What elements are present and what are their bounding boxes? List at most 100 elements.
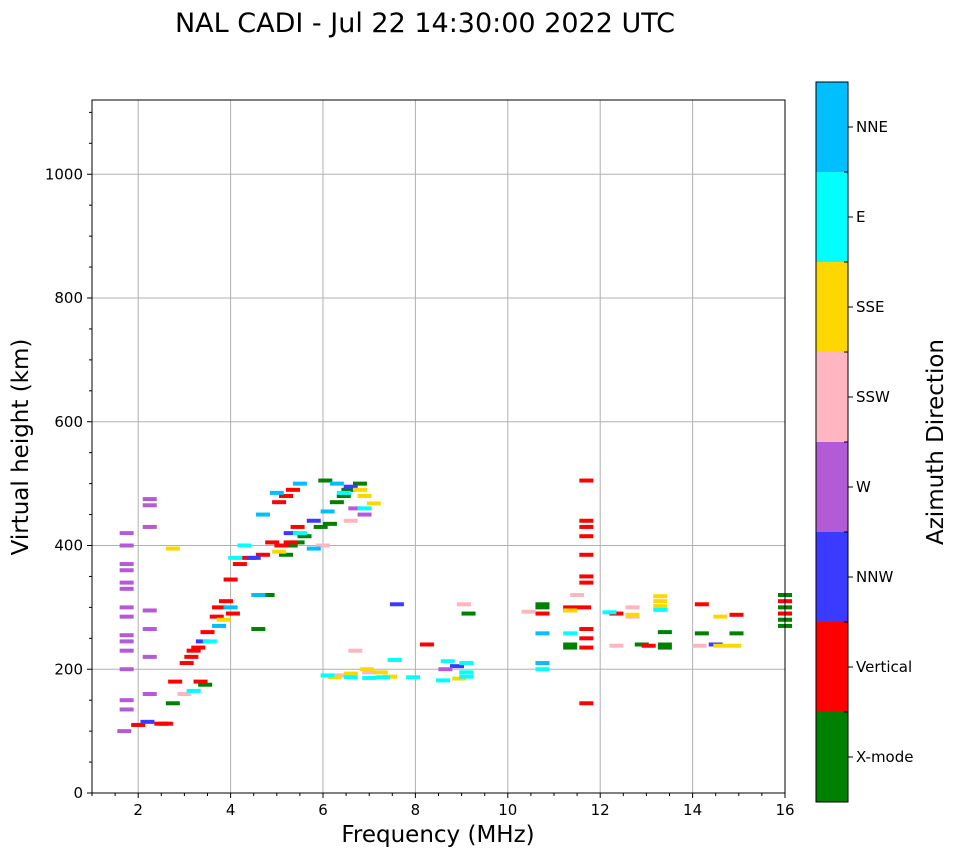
data-point: [535, 611, 550, 616]
data-point: [579, 645, 594, 650]
data-point: [406, 675, 421, 680]
data-point: [577, 605, 592, 610]
y-tick-label: 800: [54, 289, 83, 307]
data-point: [142, 654, 157, 659]
colorbar-tick-label: SSW: [856, 388, 890, 406]
x-tick-label: 12: [591, 801, 610, 819]
data-point: [579, 524, 594, 529]
data-point: [579, 534, 594, 539]
y-axis: 0 200 400 600 800 1000: [45, 111, 92, 802]
x-tick-label: 10: [498, 801, 517, 819]
data-point: [625, 605, 640, 610]
data-point: [320, 673, 335, 678]
data-point: [694, 631, 709, 636]
data-point: [579, 701, 594, 706]
data-point: [119, 531, 134, 536]
data-point: [283, 531, 298, 536]
data-point: [579, 627, 594, 632]
colorbar-tick-label: W: [856, 478, 871, 496]
data-point: [357, 494, 372, 498]
data-point: [341, 487, 356, 492]
data-point: [165, 546, 180, 551]
x-tick-label: 2: [133, 801, 143, 819]
data-point: [657, 645, 672, 650]
data-point: [653, 594, 668, 599]
data-point: [579, 478, 594, 483]
data-point: [343, 671, 358, 676]
data-point: [119, 568, 134, 573]
y-tick-label: 200: [54, 660, 83, 678]
series-e: [186, 490, 668, 693]
data-point: [142, 608, 157, 613]
colorbar-tick-label: SSE: [856, 298, 885, 316]
data-point: [202, 639, 217, 644]
data-point: [292, 531, 307, 536]
data-point: [216, 617, 231, 622]
data-point: [570, 593, 585, 597]
data-point: [186, 648, 201, 653]
data-point: [357, 512, 372, 517]
data-point: [313, 524, 328, 529]
data-point: [579, 580, 594, 585]
colorbar-label: Azimuth Direction: [923, 339, 949, 545]
colorbar-tick-label: NNW: [856, 568, 893, 586]
data-point: [255, 552, 270, 557]
data-point: [119, 562, 134, 567]
data-point: [602, 610, 617, 615]
data-point: [459, 661, 474, 666]
x-tick-label: 16: [775, 801, 794, 819]
data-point: [362, 670, 377, 675]
colorbar-tick-label: X-mode: [856, 748, 913, 766]
data-point: [228, 555, 243, 560]
data-point: [343, 518, 358, 523]
data-point: [285, 487, 300, 492]
data-point: [237, 543, 252, 548]
data-point: [225, 611, 240, 616]
data-point: [653, 607, 668, 612]
data-point: [119, 707, 134, 712]
data-point: [336, 490, 351, 495]
data-point: [322, 521, 337, 526]
x-tick-label: 8: [411, 801, 421, 819]
data-point: [329, 481, 344, 486]
data-point: [186, 688, 201, 693]
data-point: [352, 487, 367, 492]
data-point: [653, 604, 668, 609]
data-point: [535, 661, 550, 666]
data-point: [579, 518, 594, 523]
data-point: [459, 670, 474, 675]
data-point: [119, 639, 134, 644]
data-point: [165, 701, 180, 706]
data-point: [142, 627, 157, 632]
data-point: [563, 645, 578, 650]
data-point: [269, 490, 284, 495]
x-axis-label: Frequency (MHz): [341, 822, 534, 848]
data-point: [521, 609, 536, 614]
data-point: [168, 679, 183, 684]
data-point: [359, 667, 374, 672]
data-point: [142, 497, 157, 502]
data-point: [232, 562, 247, 567]
colorbar-swatch: [816, 442, 848, 532]
data-point: [306, 518, 321, 523]
data-point: [119, 614, 134, 619]
data-point: [563, 642, 578, 647]
data-point: [579, 636, 594, 641]
data-point: [223, 605, 238, 610]
data-point: [657, 630, 672, 635]
data-point: [357, 506, 372, 511]
data-point: [179, 661, 194, 666]
data-point: [449, 664, 464, 669]
colorbar-tick-label: NNE: [856, 118, 888, 136]
data-point: [729, 631, 744, 636]
data-point: [535, 605, 550, 610]
data-point: [119, 605, 134, 610]
data-point: [563, 631, 578, 636]
colorbar-tick-label: E: [856, 208, 865, 226]
colorbar-swatch: [816, 262, 848, 352]
data-point: [362, 675, 377, 680]
data-point: [251, 627, 266, 632]
data-point: [609, 643, 624, 648]
colorbar-swatch: [816, 712, 848, 802]
data-point: [279, 552, 294, 557]
